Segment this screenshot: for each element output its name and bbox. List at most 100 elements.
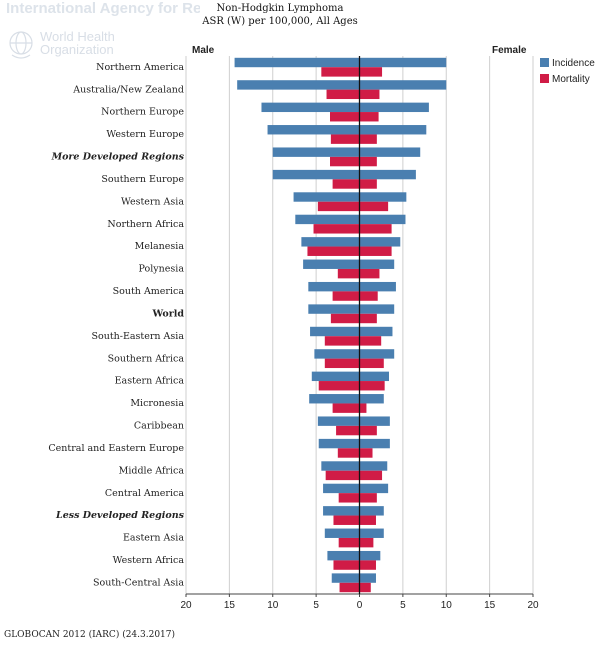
bar-mortality-female	[359, 582, 371, 593]
bar-mortality-male	[317, 201, 360, 212]
bar-incidence-male	[301, 237, 360, 247]
bar-incidence-female	[359, 192, 407, 202]
bar-mortality-male	[324, 336, 360, 346]
bar-incidence-female	[359, 169, 416, 180]
x-tick-label: 5	[313, 600, 319, 611]
category-label: Northern Europe	[101, 107, 184, 118]
bar-mortality-female	[359, 291, 378, 301]
category-label: More Developed Regions	[51, 152, 185, 163]
x-tick-label: 0	[357, 600, 363, 611]
bar-mortality-female	[359, 560, 376, 570]
bar-mortality-female	[359, 156, 377, 167]
bar-mortality-male	[330, 156, 360, 167]
x-tick-label: 10	[267, 600, 279, 611]
x-tick-label: 15	[484, 600, 496, 611]
bar-incidence-female	[359, 416, 390, 426]
bar-mortality-male	[330, 112, 360, 122]
bar-mortality-female	[359, 515, 376, 525]
bar-incidence-male	[311, 371, 360, 382]
bar-incidence-male	[318, 438, 360, 449]
bar-mortality-male	[332, 179, 360, 189]
bar-mortality-male	[321, 67, 360, 77]
bar-incidence-female	[359, 214, 406, 225]
who-line-1: World Health	[40, 29, 115, 44]
bar-mortality-male	[333, 515, 360, 525]
bar-mortality-female	[359, 268, 380, 279]
bar-incidence-male	[327, 550, 360, 561]
category-label: World	[152, 308, 185, 319]
bar-mortality-male	[307, 246, 360, 256]
category-label: Northern Africa	[107, 219, 184, 230]
bar-incidence-female	[359, 394, 384, 404]
bar-incidence-male	[308, 304, 360, 314]
bar-incidence-male	[272, 169, 360, 180]
who-logo-icon	[9, 31, 33, 59]
bar-mortality-male	[313, 224, 360, 234]
bar-mortality-female	[359, 112, 379, 122]
bar-incidence-male	[324, 528, 360, 538]
bar-incidence-male	[323, 506, 360, 516]
category-label: Southern Europe	[101, 174, 184, 185]
legend-mortality-label: Mortality	[552, 74, 590, 85]
bar-incidence-female	[359, 349, 395, 359]
bar-incidence-male	[267, 125, 360, 135]
who-line-2: Organization	[40, 42, 114, 57]
bar-incidence-female	[359, 326, 393, 337]
bar-incidence-female	[359, 237, 401, 247]
category-label: Eastern Africa	[115, 376, 185, 387]
male-label: Male	[192, 45, 215, 56]
bar-incidence-female	[359, 102, 429, 113]
bar-mortality-female	[359, 89, 380, 100]
category-label: Western Africa	[113, 555, 185, 566]
bar-mortality-female	[359, 425, 377, 436]
bar-mortality-male	[337, 268, 360, 279]
bar-incidence-female	[359, 483, 389, 494]
category-label: Central and Eastern Europe	[48, 443, 184, 454]
bar-mortality-female	[359, 336, 382, 346]
bar-incidence-female	[359, 528, 384, 538]
bar-incidence-male	[308, 281, 360, 292]
bar-incidence-male	[321, 461, 360, 471]
bar-incidence-male	[323, 483, 360, 494]
bar-incidence-female	[359, 281, 396, 292]
bar-mortality-male	[326, 89, 360, 100]
bar-mortality-female	[359, 134, 377, 144]
bar-incidence-female	[359, 125, 427, 135]
category-label: Eastern Asia	[123, 533, 184, 544]
bar-mortality-female	[359, 246, 392, 256]
bar-mortality-female	[359, 448, 373, 458]
bar-incidence-male	[272, 147, 360, 157]
legend-mortality-swatch	[540, 74, 549, 83]
category-label: Northern America	[96, 62, 184, 73]
bar-mortality-male	[339, 582, 360, 593]
category-label: South America	[113, 286, 185, 297]
category-label: Polynesia	[139, 264, 185, 275]
bar-mortality-male	[338, 537, 360, 548]
category-label: South-Eastern Asia	[91, 331, 184, 342]
bar-incidence-female	[359, 259, 395, 269]
category-label: Melanesia	[135, 241, 185, 252]
bar-incidence-male	[237, 80, 360, 90]
bar-mortality-female	[359, 224, 392, 234]
bar-incidence-female	[359, 461, 388, 471]
category-label: Western Europe	[106, 129, 184, 140]
category-label: Australia/New Zealand	[72, 84, 184, 95]
bar-mortality-male	[318, 381, 360, 391]
bar-mortality-male	[337, 448, 360, 458]
x-tick-label: 10	[441, 600, 453, 611]
bar-mortality-male	[332, 291, 360, 301]
bar-mortality-male	[330, 313, 360, 324]
category-label: Southern Africa	[108, 353, 185, 364]
chart-title: Non-Hodgkin Lymphoma ASR (W) per 100,000…	[200, 2, 360, 28]
bar-incidence-female	[359, 371, 389, 382]
chart-title-line-2: ASR (W) per 100,000, All Ages	[202, 16, 358, 27]
bar-mortality-female	[359, 537, 374, 548]
bar-incidence-male	[317, 416, 360, 426]
bar-incidence-male	[261, 102, 360, 113]
x-tick-label: 15	[224, 600, 236, 611]
bar-incidence-female	[359, 80, 447, 90]
bar-mortality-female	[359, 358, 384, 369]
bar-mortality-male	[336, 425, 360, 436]
bar-mortality-female	[359, 493, 377, 503]
